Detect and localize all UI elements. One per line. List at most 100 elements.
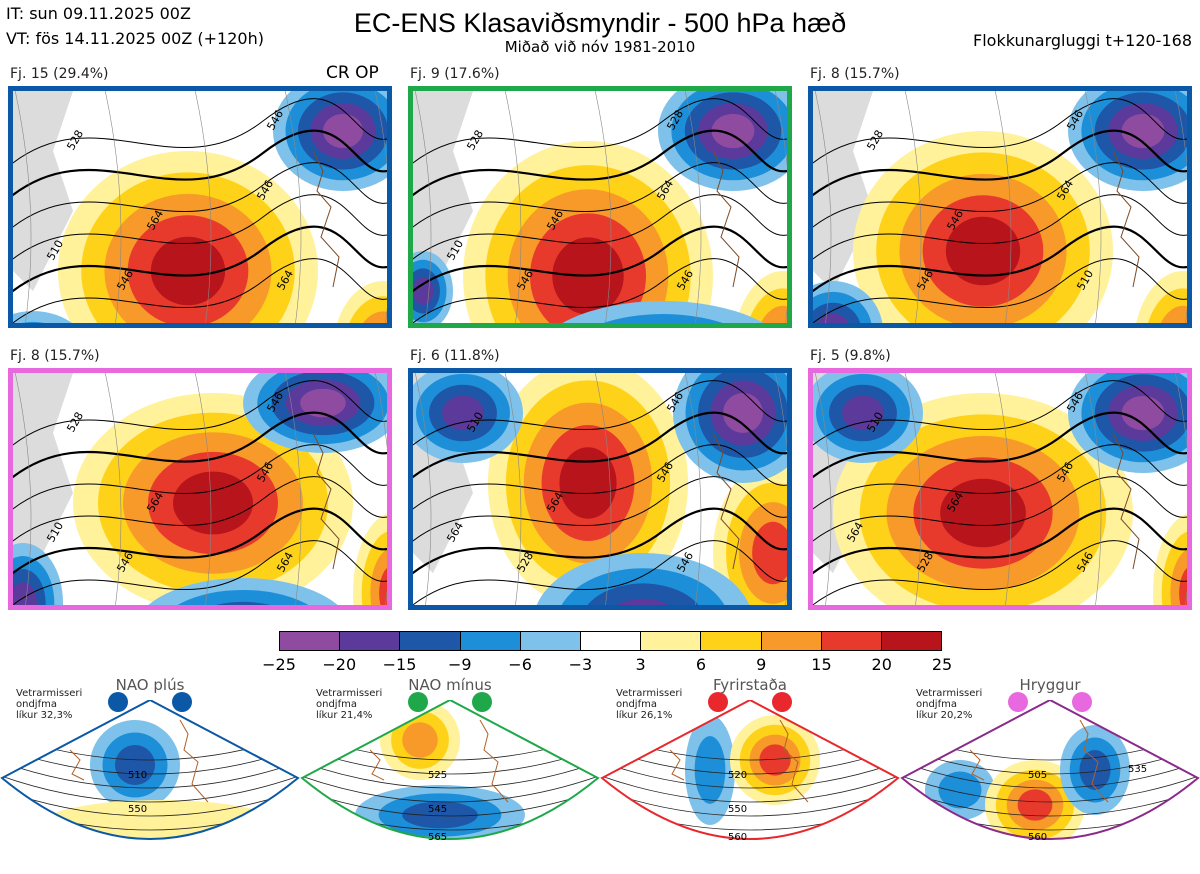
regime-contour-label: 535 <box>1128 764 1147 775</box>
regime-coastline <box>69 719 209 803</box>
colorbar <box>279 631 942 651</box>
regime-dot <box>408 692 428 712</box>
regime-anomaly <box>115 745 155 785</box>
regime-map: 520 550 560 <box>600 698 900 870</box>
regime-dot <box>472 692 492 712</box>
coastline <box>1112 150 1140 288</box>
cluster-map: 510 528 546 564 546 546 564 <box>808 368 1192 610</box>
graticule-line <box>504 373 522 605</box>
regime-title: Hryggur <box>1019 676 1081 694</box>
regime-contour <box>900 842 1200 870</box>
regime-contour-label: 560 <box>1028 832 1047 843</box>
height-contour <box>413 380 787 446</box>
anomaly-contour <box>173 471 253 535</box>
regime-anomaly <box>402 801 478 829</box>
coastline <box>312 432 340 570</box>
regime-contour <box>902 771 1198 803</box>
regime-anomaly <box>40 800 280 839</box>
regime-coastline <box>369 719 509 803</box>
graticule-line <box>1084 91 1102 323</box>
height-contour <box>13 476 387 542</box>
height-contour <box>813 162 1187 228</box>
regime-border <box>0 698 300 840</box>
colorbar-swatch <box>761 632 822 650</box>
anomaly-contour <box>150 236 226 306</box>
regime-contour-label: 545 <box>428 804 447 815</box>
colorbar-tick: 25 <box>931 655 953 674</box>
colorbar-tick: −20 <box>322 655 357 674</box>
valid-time: VT: fös 14.11.2025 00Z (+120h) <box>6 29 264 48</box>
classification-window: Flokkunargluggi t+120-168 <box>973 31 1192 50</box>
height-contour <box>13 444 387 510</box>
init-time: IT: sun 09.11.2025 00Z <box>6 4 191 23</box>
colorbar-tick: 6 <box>695 655 706 674</box>
regime-anomaly <box>1010 853 1040 863</box>
regime-note: líkur 26,1% <box>616 710 673 721</box>
height-contour <box>813 258 1187 323</box>
cluster-map: 528 546 564 546 546 510 <box>808 86 1192 328</box>
colorbar-tick: −3 <box>568 655 593 674</box>
regime-contour-label: 560 <box>728 832 747 843</box>
height-contour <box>813 411 1187 479</box>
greenland-land <box>413 91 473 291</box>
regime-contour-label: 525 <box>428 770 447 781</box>
colorbar-swatch <box>520 632 581 650</box>
regime-dot <box>1008 692 1028 712</box>
anomaly-contour <box>617 598 669 605</box>
regime-title: NAO mínus <box>408 676 492 694</box>
anomaly-contour <box>216 601 270 605</box>
regime-dot <box>108 692 128 712</box>
colorbar-swatch <box>701 632 762 650</box>
regime-anomaly <box>759 744 791 776</box>
graticule-line <box>194 91 212 323</box>
regime-coastline <box>669 719 809 803</box>
colorbar-swatch <box>400 632 461 650</box>
regime-contour <box>602 771 898 803</box>
contour-label: 528 <box>864 128 886 153</box>
regime-contour <box>302 771 598 803</box>
regime-note: ondjfma <box>316 699 357 710</box>
height-contour <box>13 380 387 446</box>
regime-contour <box>2 771 298 803</box>
regime-contour-label: 520 <box>728 770 747 781</box>
regime-note: Vetrarmisseri <box>916 688 983 699</box>
colorbar-tick: −6 <box>508 655 532 674</box>
colorbar-swatch <box>881 632 942 650</box>
graticule-line <box>684 373 702 605</box>
regime-border <box>300 698 600 840</box>
graticule-line <box>774 91 787 323</box>
colorbar-swatch <box>821 632 882 650</box>
height-contour <box>413 225 787 293</box>
contour-label: 528 <box>64 128 86 153</box>
cluster-label: Fj. 8 (15.7%) <box>10 348 100 364</box>
colorbar-tick: 9 <box>756 655 767 674</box>
graticule-line <box>684 91 702 323</box>
height-contour <box>413 129 787 197</box>
graticule-line <box>374 373 387 605</box>
regime-note: ondjfma <box>16 699 57 710</box>
height-contour <box>13 162 387 228</box>
colorbar-tick: −15 <box>382 655 417 674</box>
height-contour <box>413 444 787 510</box>
regime-note: ondjfma <box>916 699 957 710</box>
height-contour <box>813 540 1187 605</box>
graticule-line <box>774 373 787 605</box>
regime-anomaly <box>694 736 726 804</box>
colorbar-tick: −9 <box>448 655 472 674</box>
anomaly-contour <box>842 395 884 431</box>
regime-note: Vetrarmisseri <box>616 688 683 699</box>
greenland-land <box>13 373 73 573</box>
greenland-land <box>13 91 73 291</box>
regime-map: 505 535 560 <box>900 698 1200 870</box>
colorbar-tick: 20 <box>871 655 892 674</box>
regime-contour <box>602 757 898 789</box>
height-contour <box>413 540 787 605</box>
coastline <box>312 150 340 288</box>
regime-note: Vetrarmisseri <box>316 688 383 699</box>
anomaly-contour <box>413 277 434 305</box>
anomaly-contour <box>760 305 787 323</box>
graticule-line <box>814 373 832 605</box>
cluster-label: Fj. 9 (17.6%) <box>410 66 500 82</box>
